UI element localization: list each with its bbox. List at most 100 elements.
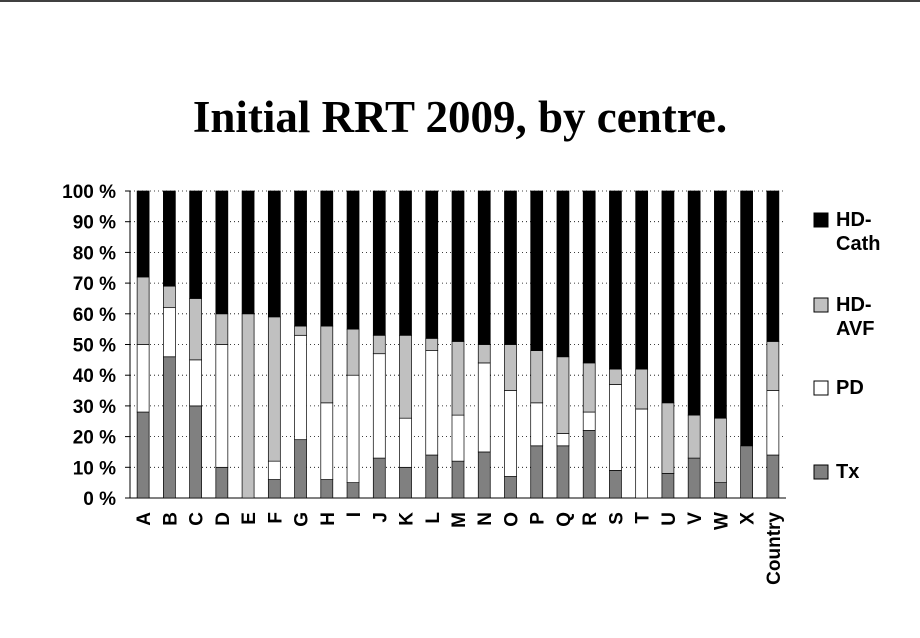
- bar-segment: [582, 190, 596, 364]
- legend-label: Tx: [836, 461, 860, 483]
- x-tick-label: K: [397, 512, 418, 526]
- bar-segment: [714, 190, 727, 419]
- bar-segment: [530, 445, 544, 499]
- bar-segment: [766, 390, 780, 456]
- bar-segment: [294, 190, 307, 327]
- legend-swatch: [813, 212, 829, 228]
- x-tick-label: W: [711, 512, 732, 530]
- bar-segment: [399, 190, 412, 336]
- bar-segment: [582, 430, 596, 499]
- bar-segment: [609, 470, 622, 499]
- bar-segment: [740, 445, 753, 499]
- bar-segment: [425, 190, 439, 339]
- bar-segment: [136, 276, 150, 345]
- bar-segment: [661, 190, 675, 404]
- x-tick-label: O: [501, 512, 522, 527]
- bar-segment: [215, 466, 229, 499]
- bar-segment: [530, 190, 544, 351]
- bar-segment: [294, 325, 307, 336]
- x-tick-label: N: [475, 512, 496, 526]
- y-tick-label: 40 %: [73, 366, 116, 387]
- bar-segment: [267, 190, 281, 318]
- bar-segment: [241, 313, 255, 499]
- bar-segment: [714, 417, 727, 483]
- x-tick-label: G: [292, 512, 313, 527]
- bar-segment: [399, 334, 412, 419]
- bar-segment: [136, 411, 150, 499]
- legend-label: PD: [836, 377, 864, 399]
- bar-segment: [189, 298, 202, 361]
- bar-segment: [163, 307, 176, 358]
- bar-segment: [504, 390, 517, 477]
- x-tick-label: Country: [764, 512, 785, 585]
- bar-segment: [635, 190, 649, 370]
- x-tick-label: Q: [554, 512, 575, 527]
- bar-segment: [477, 344, 491, 364]
- bar-segment: [425, 454, 439, 499]
- bar-segment: [346, 482, 360, 499]
- bar-segment: [504, 344, 517, 391]
- bar-segment: [740, 190, 753, 447]
- x-tick-label: A: [134, 512, 155, 526]
- x-tick-label: X: [738, 512, 759, 525]
- bar-segment: [477, 362, 491, 453]
- bar-segment: [766, 190, 780, 342]
- y-tick-label: 100 %: [62, 182, 116, 203]
- bar-segment: [189, 359, 202, 407]
- x-tick-label: T: [633, 512, 654, 524]
- legend-swatch: [813, 464, 829, 480]
- y-tick-label: 30 %: [73, 397, 116, 418]
- x-tick-label: V: [685, 512, 706, 525]
- bar-segment: [163, 356, 176, 499]
- bar-segment: [451, 460, 465, 499]
- bar-segment: [320, 190, 334, 327]
- bar-segment: [477, 190, 491, 345]
- bar-segment: [136, 190, 150, 278]
- bar-segment: [425, 350, 439, 456]
- bar-segment: [530, 402, 544, 447]
- bar-segment: [687, 457, 701, 499]
- bar-segment: [582, 362, 596, 413]
- bar-segment: [714, 482, 727, 499]
- bar-segment: [215, 313, 229, 345]
- bar-segment: [399, 417, 412, 468]
- bar-segment: [346, 328, 360, 376]
- bar-segment: [425, 338, 439, 351]
- bar-segment: [163, 190, 176, 287]
- x-tick-label: M: [449, 512, 470, 528]
- bar-segment: [477, 451, 491, 499]
- bar-segment: [267, 316, 281, 462]
- bar-segment: [372, 353, 386, 459]
- bar-segment: [504, 476, 517, 499]
- bar-segment: [267, 479, 281, 499]
- y-tick-label: 60 %: [73, 305, 116, 326]
- bar-segment: [189, 405, 202, 499]
- bar-segment: [136, 344, 150, 413]
- x-tick-label: P: [528, 512, 549, 525]
- chart-title: Initial RRT 2009, by centre.: [193, 92, 727, 142]
- x-tick-label: R: [580, 512, 601, 526]
- bar-segment: [189, 190, 202, 299]
- bar-segment: [661, 402, 675, 474]
- x-tick-label: I: [344, 512, 365, 517]
- bar-segment: [372, 190, 386, 336]
- x-tick-label: D: [213, 512, 234, 526]
- bar-segment: [294, 334, 307, 441]
- bar-segment: [451, 414, 465, 462]
- x-tick-label: U: [659, 512, 680, 526]
- y-tick-label: 80 %: [73, 243, 116, 264]
- legend-label: HD-AVF: [836, 294, 875, 340]
- legend-label: HD-Cath: [836, 209, 881, 255]
- bar-segment: [346, 374, 360, 484]
- bar-segment: [320, 325, 334, 404]
- bar-segment: [504, 190, 517, 345]
- y-tick-label: 0 %: [83, 489, 116, 510]
- legend-swatch: [813, 380, 829, 396]
- bar-segment: [320, 479, 334, 499]
- bar-segment: [215, 190, 229, 315]
- x-tick-label: H: [318, 512, 339, 526]
- bar-segment: [766, 454, 780, 499]
- bar-segment: [766, 341, 780, 391]
